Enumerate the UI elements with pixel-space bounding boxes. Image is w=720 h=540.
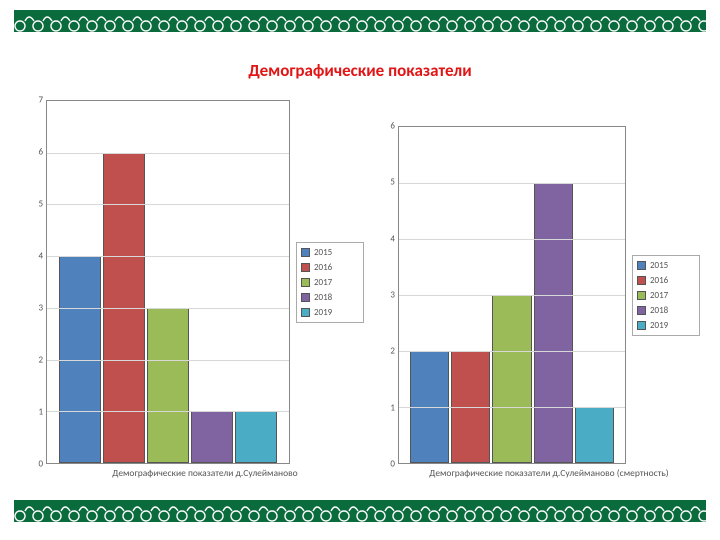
legend-item-2019: 2019 (301, 307, 359, 318)
legend-item-2016: 2016 (301, 262, 359, 273)
legend-swatch (301, 308, 310, 317)
grid-line (399, 183, 625, 184)
legend-item-2017: 2017 (637, 290, 695, 301)
ornament-bottom (14, 500, 706, 522)
chart-deaths-xlabel: Демографические показатели д.Сулейманово… (382, 464, 700, 480)
chart-deaths-legend: 2015 2016 2017 2018 2019 (632, 255, 700, 336)
chart-births-bars (59, 101, 277, 463)
chart-deaths: 0123456 20152016201720182019 Демографиче… (382, 126, 700, 480)
chart-births: 01234567 20152016201720182019 Демографич… (30, 100, 364, 480)
legend-item-2018: 2018 (637, 305, 695, 316)
grid-line (47, 153, 289, 154)
chart-deaths-plot (398, 126, 626, 464)
y-tick: 2 (390, 346, 395, 357)
legend-swatch (637, 291, 646, 300)
charts-container: 01234567 20152016201720182019 Демографич… (30, 100, 700, 480)
legend-label: 2019 (650, 320, 668, 331)
legend-item-2018: 2018 (301, 292, 359, 303)
legend-label: 2016 (314, 262, 332, 273)
y-tick: 1 (38, 407, 43, 418)
legend-label: 2015 (314, 247, 332, 258)
grid-line (47, 308, 289, 309)
legend-label: 2017 (650, 290, 668, 301)
grid-line (399, 351, 625, 352)
chart-births-plot (46, 100, 290, 464)
legend-label: 2015 (650, 260, 668, 271)
grid-line (47, 256, 289, 257)
bar-2018 (534, 183, 573, 463)
legend-swatch (301, 293, 310, 302)
y-tick: 4 (390, 233, 395, 244)
legend-swatch (637, 321, 646, 330)
bar-2017 (492, 295, 531, 463)
y-tick: 5 (390, 177, 395, 188)
y-tick: 1 (390, 402, 395, 413)
y-tick: 0 (38, 459, 43, 470)
grid-line (399, 239, 625, 240)
legend-label: 2019 (314, 307, 332, 318)
legend-label: 2017 (314, 277, 332, 288)
bar-2019 (235, 411, 277, 463)
y-tick: 4 (38, 251, 43, 262)
legend-label: 2018 (650, 305, 668, 316)
legend-swatch (637, 261, 646, 270)
grid-line (47, 411, 289, 412)
legend-item-2015: 2015 (637, 260, 695, 271)
y-tick: 6 (390, 121, 395, 132)
legend-item-2019: 2019 (637, 320, 695, 331)
y-tick: 3 (38, 303, 43, 314)
chart-births-yaxis: 01234567 (30, 100, 46, 464)
legend-item-2017: 2017 (301, 277, 359, 288)
legend-swatch (637, 276, 646, 285)
y-tick: 2 (38, 355, 43, 366)
ornament-top (14, 10, 706, 32)
chart-births-xlabel: Демографические показатели д.Сулейманово (30, 464, 364, 480)
legend-swatch (301, 248, 310, 257)
page-title: Демографические показатели (0, 60, 720, 81)
chart-deaths-yaxis: 0123456 (382, 126, 398, 464)
grid-line (47, 360, 289, 361)
bar-2017 (147, 308, 189, 463)
bar-2019 (575, 407, 614, 463)
y-tick: 7 (38, 95, 43, 106)
legend-label: 2018 (314, 292, 332, 303)
y-tick: 6 (38, 147, 43, 158)
y-tick: 0 (390, 459, 395, 470)
y-tick: 3 (390, 290, 395, 301)
legend-item-2016: 2016 (637, 275, 695, 286)
grid-line (47, 204, 289, 205)
y-tick: 5 (38, 199, 43, 210)
grid-line (399, 407, 625, 408)
legend-item-2015: 2015 (301, 247, 359, 258)
bar-2018 (191, 411, 233, 463)
grid-line (399, 295, 625, 296)
legend-label: 2016 (650, 275, 668, 286)
chart-births-legend: 2015 2016 2017 2018 2019 (296, 242, 364, 323)
legend-swatch (301, 278, 310, 287)
legend-swatch (637, 306, 646, 315)
legend-swatch (301, 263, 310, 272)
